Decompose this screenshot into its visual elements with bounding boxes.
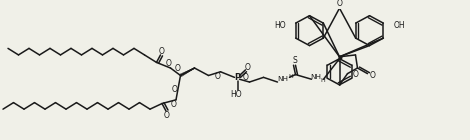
Text: NH: NH: [277, 76, 288, 82]
Text: O: O: [158, 47, 164, 56]
Text: S: S: [292, 56, 297, 65]
Text: O: O: [174, 64, 180, 74]
Text: HO: HO: [230, 90, 242, 99]
Text: NH: NH: [310, 74, 321, 80]
Text: O: O: [165, 59, 172, 68]
Text: O: O: [171, 100, 177, 109]
Text: O: O: [215, 72, 220, 81]
Text: OH: OH: [393, 21, 405, 30]
Text: O: O: [337, 0, 343, 8]
Text: O: O: [369, 71, 376, 80]
Text: O: O: [352, 70, 359, 79]
Text: H: H: [288, 74, 293, 79]
Text: O: O: [243, 73, 249, 82]
Text: P: P: [235, 73, 241, 82]
Text: O: O: [171, 85, 177, 94]
Text: O: O: [244, 63, 251, 72]
Text: H: H: [320, 78, 325, 83]
Text: O: O: [164, 111, 170, 120]
Text: HO: HO: [274, 21, 286, 30]
